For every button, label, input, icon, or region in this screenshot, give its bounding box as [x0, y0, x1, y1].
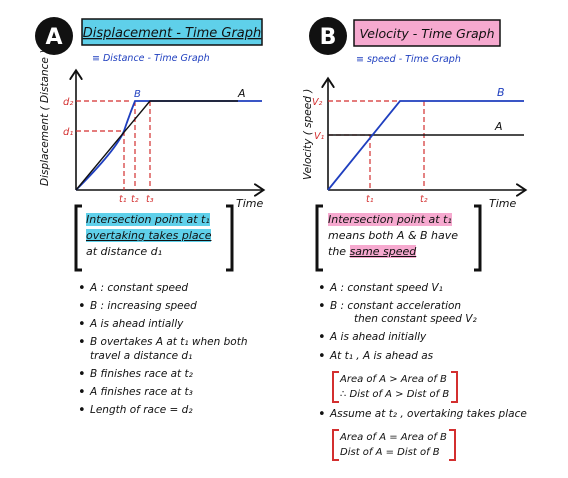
panel-a-note-line3: at distance d₁ — [86, 245, 163, 258]
panel-b-subtitle: ≡ speed - Time Graph — [356, 54, 461, 65]
panel-b-note-bracket-right — [474, 204, 482, 272]
panel-a-label-a: A — [237, 87, 246, 100]
panel-a-line-a — [75, 100, 238, 191]
panel-b-tick-t1: t₁ — [366, 194, 374, 205]
panel-b-x-label: Time — [489, 197, 516, 210]
panel-b-label-b: B — [497, 86, 505, 99]
panel-a-note-line1: Intersection point at t₁ — [86, 213, 210, 226]
list-item: A finishes race at t₃ — [76, 385, 296, 401]
panel-b-bullet-list-2: Assume at t₂ , overtaking takes place — [316, 407, 556, 426]
panel-a-letter: A — [45, 25, 62, 50]
list-item: B finishes race at t₂ — [76, 367, 296, 383]
panel-b-y-label: Velocity ( speed ) — [302, 89, 314, 180]
list-item: A : constant speed — [76, 281, 296, 297]
panel-a-label-b: B — [134, 89, 141, 100]
panel-b-tick-v2: V₂ — [312, 97, 322, 108]
panel-a-tick-t1: t₁ — [119, 194, 127, 205]
panel-b-letter: B — [320, 25, 337, 50]
panel-b-tick-t2: t₂ — [420, 194, 428, 205]
panel-b-ineq1-line1: Area of A > Area of B — [340, 374, 447, 385]
panel-a-tick-t3: t₃ — [146, 194, 154, 205]
panel-a-bullet-list: A : constant speed B : increasing speed … — [76, 281, 296, 422]
panel-a-x-label: Time — [236, 197, 263, 210]
panel-b-line-b — [327, 100, 524, 191]
list-item: At t₁ , A is ahead as — [316, 348, 546, 364]
panel-b-note: Intersection point at t₁ means both A & … — [328, 212, 478, 260]
panel-a-note-bracket-right — [226, 204, 234, 272]
panel-a-note: Intersection point at t₁ overtaking take… — [86, 212, 226, 260]
panel-b-label-a: A — [494, 120, 503, 133]
list-item: A : constant speed V₁ — [316, 281, 546, 297]
panel-a-title-box — [81, 18, 263, 46]
panel-b-note-line3b: same speed — [349, 245, 417, 258]
panel-b-inequality-box-1: Area of A > Area of B ∴ Dist of A > Dist… — [331, 371, 459, 403]
panel-b-badge — [309, 17, 347, 55]
panel-b-ineq1-line2: ∴ Dist of A > Dist of B — [340, 389, 450, 400]
list-item: B : increasing speed — [76, 299, 296, 315]
list-item: A is ahead initially — [316, 330, 546, 346]
panel-b-tick-v1: V₁ — [314, 131, 324, 142]
panel-b-note-line3a: the — [328, 245, 347, 258]
panel-a-tick-d2: d₂ — [63, 97, 73, 108]
panel-b-title-box — [353, 19, 501, 47]
panel-b-ineq2-line1: Area of A = Area of B — [340, 432, 447, 443]
panel-a-note-line2: overtaking takes place — [86, 229, 212, 242]
panel-b-bullet-list: A : constant speed V₁ B : constant accel… — [316, 281, 546, 368]
panel-b-inequality-box-2: Area of A = Area of B Dist of A = Dist o… — [332, 429, 456, 461]
list-item: A is ahead intially — [76, 317, 296, 333]
panel-a-subtitle: ≡ Distance - Time Graph — [92, 53, 210, 64]
panel-a-title: Displacement - Time Graph — [83, 26, 262, 41]
list-item: Assume at t₂ , overtaking takes place — [316, 407, 556, 423]
panel-a-tick-t2: t₂ — [131, 194, 139, 205]
panel-b-note-line1: Intersection point at t₁ — [328, 213, 452, 226]
panel-b-title: Velocity - Time Graph — [359, 26, 494, 41]
panel-a-tick-d1: d₁ — [63, 127, 73, 138]
panel-a-badge — [35, 17, 73, 55]
panel-b-ineq2-line2: Dist of A = Dist of B — [340, 447, 440, 458]
panel-b-note-bracket-left — [315, 204, 323, 272]
panel-b-note-line2: means both A & B have — [328, 229, 459, 242]
panel-a-curve-b — [75, 100, 262, 191]
panel-a-y-label: Displacement ( Distance ) — [39, 50, 51, 186]
panel-a-note-bracket-left — [74, 204, 82, 272]
list-item: Length of race = d₂ — [76, 403, 296, 419]
